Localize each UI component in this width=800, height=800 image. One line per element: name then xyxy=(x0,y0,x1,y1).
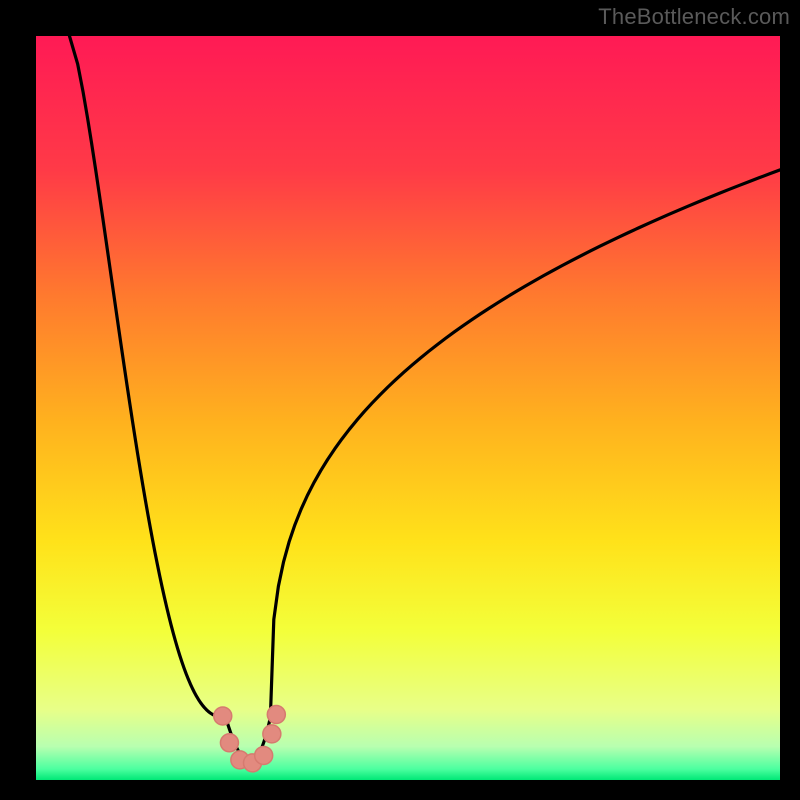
trough-marker xyxy=(255,746,273,764)
bottleneck-chart-card: TheBottleneck.com xyxy=(0,0,800,800)
trough-marker xyxy=(220,734,238,752)
watermark-text: TheBottleneck.com xyxy=(598,4,790,30)
trough-marker xyxy=(267,706,285,724)
plot-area xyxy=(36,36,780,780)
trough-marker xyxy=(214,707,232,725)
trough-marker xyxy=(263,725,281,743)
chart-svg xyxy=(36,36,780,780)
gradient-background xyxy=(36,36,780,780)
